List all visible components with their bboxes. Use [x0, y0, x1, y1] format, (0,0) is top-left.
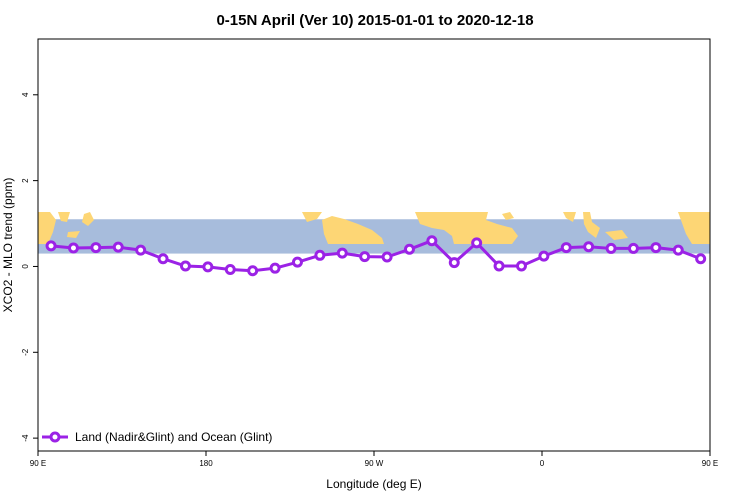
- data-point: [538, 250, 550, 262]
- data-point: [583, 241, 595, 253]
- y-tick-label: 2: [21, 178, 30, 183]
- data-point: [650, 242, 662, 254]
- chart-title: 0-15N April (Ver 10) 2015-01-01 to 2020-…: [216, 12, 533, 29]
- land-shape-9: [583, 212, 600, 238]
- x-tick-label: 90 E: [30, 459, 46, 468]
- data-point: [493, 260, 505, 272]
- y-tick-label: -4: [21, 434, 30, 442]
- data-point: [426, 235, 438, 247]
- data-point: [314, 249, 326, 261]
- data-point: [448, 257, 460, 269]
- data-point: [672, 244, 684, 256]
- land-shape-7: [502, 212, 514, 220]
- x-tick-label: 180: [199, 459, 213, 468]
- data-point: [695, 253, 707, 265]
- land-shape-0: [38, 212, 56, 244]
- land-shape-10: [605, 230, 628, 240]
- y-tick-label: 4: [21, 92, 30, 97]
- data-point: [381, 251, 393, 263]
- legend-marker: [49, 431, 61, 443]
- land-shape-1: [58, 212, 70, 222]
- data-point: [45, 240, 57, 252]
- y-tick-label: -2: [21, 348, 30, 356]
- land-shape-5: [322, 216, 384, 244]
- data-point: [627, 242, 639, 254]
- data-point: [179, 260, 191, 272]
- data-point: [560, 242, 572, 254]
- y-axis-label: XCO2 - MLO trend (ppm): [1, 178, 15, 313]
- data-point: [515, 260, 527, 272]
- data-point: [336, 247, 348, 259]
- background-map-band: [38, 212, 710, 254]
- data-point: [224, 263, 236, 275]
- series-layer: [45, 235, 707, 277]
- data-point: [157, 253, 169, 265]
- legend-label: Land (Nadir&Glint) and Ocean (Glint): [75, 430, 272, 444]
- land-shape-11: [678, 212, 710, 244]
- x-tick-label: 90 E: [702, 459, 718, 468]
- data-point: [359, 251, 371, 263]
- data-point: [135, 244, 147, 256]
- data-point: [202, 261, 214, 273]
- data-point: [269, 262, 281, 274]
- y-tick-label: 0: [21, 264, 30, 269]
- land-shape-3: [67, 231, 80, 238]
- legend: Land (Nadir&Glint) and Ocean (Glint): [42, 430, 272, 444]
- x-tick-label: 90 W: [365, 459, 384, 468]
- x-axis: 90 E 180 90 W 0 90 E: [30, 451, 718, 468]
- data-point: [403, 243, 415, 255]
- data-point: [90, 242, 102, 254]
- data-point: [247, 265, 259, 277]
- land-shape-6: [415, 212, 518, 244]
- data-point: [471, 237, 483, 249]
- land-shape-4: [302, 212, 322, 222]
- land-shape-2: [82, 212, 94, 226]
- data-point: [112, 241, 124, 253]
- x-axis-label: Longitude (deg E): [326, 477, 421, 491]
- x-tick-label: 0: [540, 459, 545, 468]
- data-point: [291, 256, 303, 268]
- data-point: [67, 242, 79, 254]
- data-point: [605, 242, 617, 254]
- y-axis: -4 -2 0 2 4: [21, 92, 38, 442]
- land-shape-8: [563, 212, 576, 222]
